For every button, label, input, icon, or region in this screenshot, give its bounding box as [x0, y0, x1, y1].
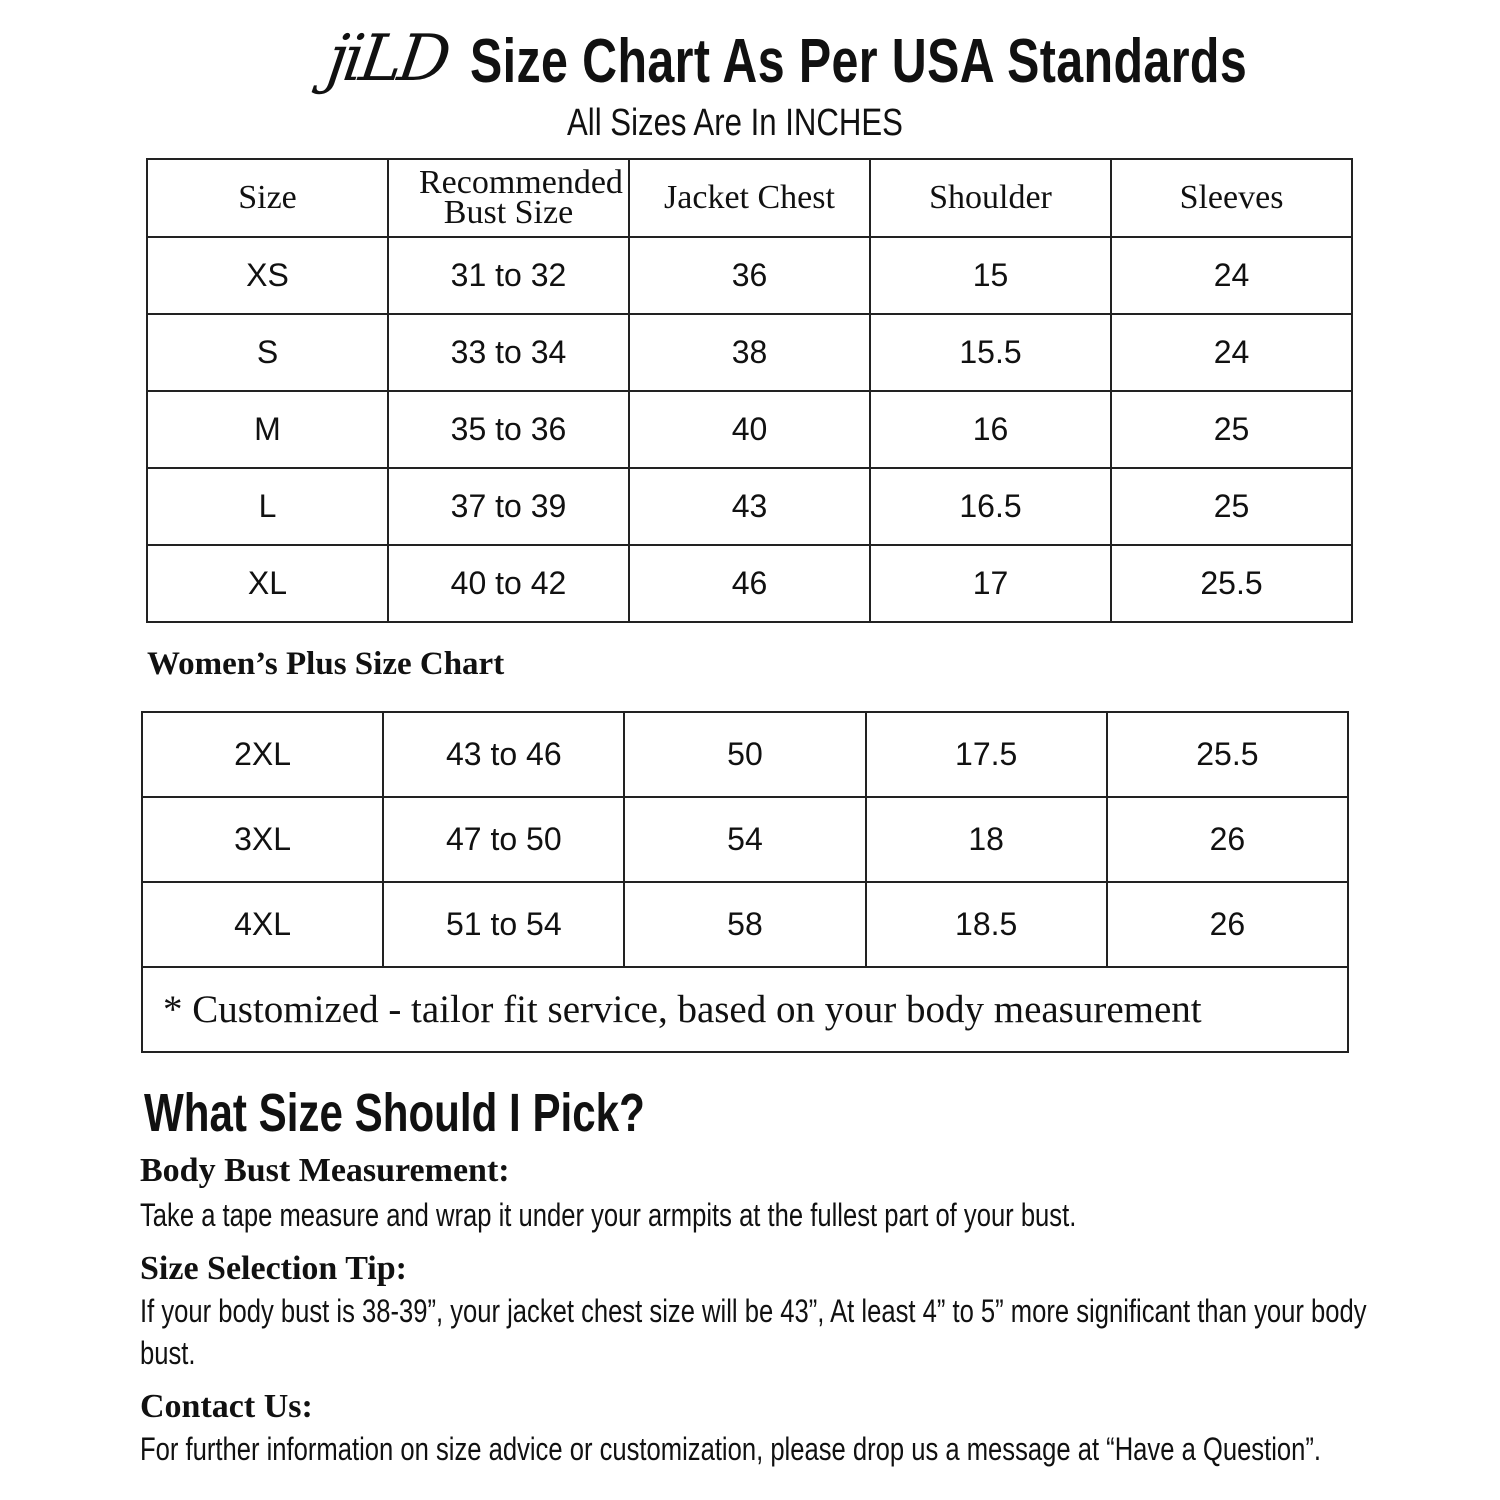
customization-note: * Customized - tailor fit service, based…: [141, 966, 1349, 1053]
standard-size-table: Size Recommended Bust Size Jacket Chest …: [146, 158, 1353, 623]
cell-sleeves: 24: [1110, 313, 1353, 392]
cell-jacket-chest: 36: [628, 236, 871, 315]
contact-heading: Contact Us:: [140, 1388, 313, 1425]
cell-shoulder: 18.5: [864, 881, 1108, 968]
column-header-size: Size: [146, 158, 389, 238]
column-header-shoulder: Shoulder: [869, 158, 1112, 238]
table-row: 3XL 47 to 50 54 18 26: [140, 796, 1350, 883]
cell-sleeves: 25.5: [1105, 711, 1350, 798]
cell-shoulder: 15.5: [869, 313, 1112, 392]
size-tip-heading: Size Selection Tip:: [140, 1250, 407, 1287]
contact-text: For further information on size advice o…: [140, 1431, 1322, 1467]
cell-sleeves: 25: [1110, 390, 1353, 469]
cell-size: M: [146, 390, 389, 469]
cell-bust: 40 to 42: [387, 544, 630, 623]
plus-size-table: 2XL 43 to 46 50 17.5 25.5 3XL 47 to 50 54 18 26 4X…: [140, 711, 1350, 1053]
cell-shoulder: 16: [869, 390, 1112, 469]
table-row: 2XL 43 to 46 50 17.5 25.5: [140, 711, 1350, 798]
cell-jacket-chest: 40: [628, 390, 871, 469]
cell-size: XS: [146, 236, 389, 315]
cell-shoulder: 17: [869, 544, 1112, 623]
cell-jacket-chest: 43: [628, 467, 871, 546]
cell-size: 4XL: [140, 881, 385, 968]
page-subtitle: All Sizes Are In INCHES: [567, 102, 903, 144]
cell-bust: 37 to 39: [387, 467, 630, 546]
bust-measurement-heading: Body Bust Measurement:: [140, 1152, 510, 1189]
page-title: Size Chart As Per USA Standards: [470, 27, 1248, 96]
size-tip-text: If your body bust is 38-39”, your jacket…: [140, 1293, 1367, 1371]
table-row: L 37 to 39 43 16.5 25: [146, 467, 1353, 546]
cell-sleeves: 25: [1110, 467, 1353, 546]
cell-size: XL: [146, 544, 389, 623]
table-row: XS 31 to 32 36 15 24: [146, 236, 1353, 315]
cell-shoulder: 18: [864, 796, 1108, 883]
cell-sleeves: 25.5: [1110, 544, 1353, 623]
cell-bust: 47 to 50: [382, 796, 626, 883]
cell-jacket-chest: 54: [623, 796, 867, 883]
cell-jacket-chest: 38: [628, 313, 871, 392]
customization-note-row: * Customized - tailor fit service, based…: [141, 966, 1349, 1053]
cell-shoulder: 17.5: [864, 711, 1108, 798]
cell-size: L: [146, 467, 389, 546]
column-header-bust: Recommended Bust Size: [387, 158, 630, 238]
column-header-sleeves: Sleeves: [1110, 158, 1353, 238]
table-row: M 35 to 36 40 16 25: [146, 390, 1353, 469]
bust-measurement-text: Take a tape measure and wrap it under yo…: [140, 1197, 1077, 1233]
cell-bust: 43 to 46: [382, 711, 626, 798]
table-row: 4XL 51 to 54 58 18.5 26: [140, 881, 1350, 968]
cell-bust: 31 to 32: [387, 236, 630, 315]
cell-size: 3XL: [140, 796, 385, 883]
guide-title: What Size Should I Pick?: [144, 1083, 645, 1143]
table-header-row: Size Recommended Bust Size Jacket Chest …: [146, 158, 1353, 238]
cell-bust: 33 to 34: [387, 313, 630, 392]
table-row: S 33 to 34 38 15.5 24: [146, 313, 1353, 392]
column-header-jacket-chest: Jacket Chest: [628, 158, 871, 238]
table-row: XL 40 to 42 46 17 25.5: [146, 544, 1353, 623]
plus-size-title: Women’s Plus Size Chart: [147, 646, 505, 682]
cell-jacket-chest: 46: [628, 544, 871, 623]
cell-bust: 51 to 54: [382, 881, 626, 968]
cell-sleeves: 26: [1105, 881, 1350, 968]
cell-shoulder: 15: [869, 236, 1112, 315]
brand-logo: jiLD: [322, 22, 452, 96]
cell-jacket-chest: 58: [623, 881, 867, 968]
cell-size: 2XL: [140, 711, 385, 798]
cell-sleeves: 24: [1110, 236, 1353, 315]
cell-jacket-chest: 50: [623, 711, 867, 798]
cell-bust: 35 to 36: [387, 390, 630, 469]
cell-size: S: [146, 313, 389, 392]
cell-shoulder: 16.5: [869, 467, 1112, 546]
cell-sleeves: 26: [1105, 796, 1350, 883]
